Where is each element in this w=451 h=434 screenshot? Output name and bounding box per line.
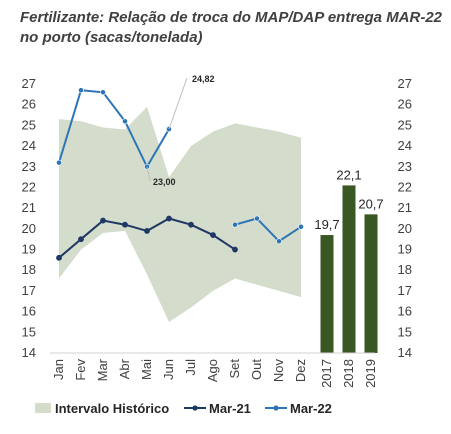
point-Mar-22 [100, 89, 106, 96]
bar-label: 19,7 [314, 217, 339, 232]
y-tick-left: 19 [22, 242, 36, 257]
y-tick-right: 18 [398, 262, 412, 277]
bar-label: 20,7 [358, 196, 383, 211]
point-Mar-22 [122, 118, 128, 125]
point-Mar-22 [276, 238, 282, 245]
y-tick-right: 23 [398, 159, 412, 174]
y-tick-left: 14 [22, 345, 36, 360]
point-Mar-22 [298, 223, 304, 230]
point-Mar-21 [56, 254, 62, 261]
annotation-label: 24,82 [192, 74, 215, 84]
x-tick: Set [227, 359, 242, 379]
legend-swatch-marker [273, 405, 279, 411]
y-tick-right: 17 [398, 283, 412, 298]
legend-label: Intervalo Histórico [55, 401, 169, 416]
point-Mar-21 [100, 217, 106, 224]
y-tick-right: 20 [398, 221, 412, 236]
x-tick: Nov [271, 359, 286, 383]
band-area [59, 106, 301, 322]
x-tick: Mai [139, 359, 154, 380]
y-tick-right: 26 [398, 97, 412, 112]
x-tick: 2019 [363, 359, 378, 388]
bar-2018 [342, 185, 356, 353]
y-tick-left: 21 [22, 200, 36, 215]
legend-label: Mar-21 [209, 401, 251, 416]
legend-swatch-marker [192, 405, 198, 411]
point-Mar-22 [254, 215, 260, 222]
legend-swatch-band [35, 403, 51, 413]
x-tick: Out [249, 359, 264, 380]
x-tick: Jul [183, 359, 198, 376]
point-Mar-21 [188, 221, 194, 228]
x-tick: Ago [205, 359, 220, 382]
point-Mar-22 [78, 87, 84, 94]
point-Mar-21 [122, 221, 128, 228]
y-tick-right: 15 [398, 324, 412, 339]
point-Mar-22 [232, 221, 238, 228]
y-tick-right: 27 [398, 76, 412, 91]
x-tick: 2018 [341, 359, 356, 388]
series-line-Mar-22 [58, 89, 170, 169]
bar-2017 [320, 235, 334, 353]
bar-label: 22,1 [336, 167, 361, 182]
annotation-leader [168, 77, 188, 130]
point-Mar-21 [210, 232, 216, 238]
y-tick-left: 22 [22, 179, 36, 194]
x-tick: Dez [293, 359, 308, 382]
bar-2019 [364, 214, 378, 353]
x-tick: Fev [73, 359, 88, 381]
point-Mar-22 [56, 159, 62, 166]
y-tick-left: 27 [22, 76, 36, 91]
y-tick-left: 24 [22, 138, 36, 153]
x-tick: Abr [117, 358, 132, 379]
x-tick: Mar [95, 358, 110, 381]
y-tick-left: 25 [22, 117, 36, 132]
point-Mar-21 [144, 228, 150, 234]
y-tick-right: 21 [398, 200, 412, 215]
y-tick-left: 18 [22, 262, 36, 277]
y-tick-right: 16 [398, 304, 412, 319]
chart-title: Fertilizante: Relação de troca do MAP/DA… [20, 9, 443, 46]
annotation-leader [146, 166, 151, 182]
x-tick: Jan [51, 359, 66, 380]
x-tick: Jun [161, 359, 176, 380]
y-tick-left: 20 [22, 221, 36, 236]
point-Mar-21 [232, 246, 238, 253]
y-tick-left: 16 [22, 304, 36, 319]
y-tick-right: 25 [398, 117, 412, 132]
legend-label: Mar-22 [290, 401, 332, 416]
y-tick-left: 17 [22, 283, 36, 298]
y-tick-right: 24 [398, 138, 412, 153]
annotation-label: 23,00 [153, 177, 176, 187]
y-tick-left: 15 [22, 324, 36, 339]
y-tick-right: 14 [398, 345, 412, 360]
y-tick-left: 26 [22, 97, 36, 112]
y-tick-left: 23 [22, 159, 36, 174]
series-line-Mar-22 [234, 217, 302, 243]
point-Mar-21 [78, 236, 84, 243]
x-tick: 2017 [319, 359, 334, 388]
y-tick-right: 22 [398, 179, 412, 194]
point-Mar-21 [166, 215, 172, 222]
y-tick-right: 19 [398, 242, 412, 257]
